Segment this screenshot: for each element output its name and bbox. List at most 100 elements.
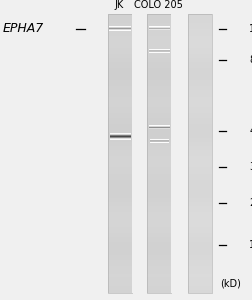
Bar xyxy=(187,232,211,234)
Bar xyxy=(147,200,171,202)
Bar xyxy=(108,281,132,283)
Bar xyxy=(187,115,211,117)
Bar xyxy=(147,30,171,31)
Bar xyxy=(108,97,132,99)
Bar xyxy=(147,174,171,175)
Bar xyxy=(187,18,211,19)
Bar xyxy=(108,34,132,36)
Bar xyxy=(187,37,211,39)
Bar xyxy=(187,106,211,107)
Bar xyxy=(147,238,171,239)
Bar xyxy=(108,147,132,149)
Bar xyxy=(187,244,211,245)
Bar xyxy=(147,44,171,46)
Bar xyxy=(108,265,132,266)
Bar xyxy=(108,36,132,37)
Bar xyxy=(108,39,132,40)
Bar xyxy=(187,227,211,228)
Bar xyxy=(108,136,132,138)
Bar xyxy=(108,80,132,82)
Bar xyxy=(108,206,132,207)
Bar xyxy=(108,131,132,132)
Bar xyxy=(187,149,211,150)
Bar xyxy=(108,259,132,260)
Bar xyxy=(147,177,171,178)
Bar xyxy=(108,205,132,206)
Bar xyxy=(187,111,211,112)
Bar xyxy=(147,166,171,167)
Bar xyxy=(187,161,211,163)
Bar xyxy=(187,214,211,216)
Bar xyxy=(108,111,132,112)
Bar xyxy=(108,224,132,226)
Bar xyxy=(147,181,171,182)
Bar xyxy=(187,142,211,143)
Bar xyxy=(108,238,132,239)
Bar xyxy=(147,280,171,281)
Bar xyxy=(108,20,132,22)
Bar xyxy=(108,283,132,284)
Bar xyxy=(147,64,171,65)
Bar xyxy=(108,221,132,223)
Bar xyxy=(147,57,171,58)
Bar xyxy=(108,140,132,142)
Bar xyxy=(108,209,132,210)
Bar xyxy=(108,76,132,78)
Bar xyxy=(147,69,171,71)
Bar xyxy=(147,277,171,278)
Bar xyxy=(108,85,132,86)
Bar xyxy=(187,26,211,27)
Bar xyxy=(187,15,211,16)
Bar xyxy=(187,79,211,80)
Bar xyxy=(147,93,171,94)
Bar xyxy=(147,106,171,107)
Bar xyxy=(108,117,132,118)
Bar xyxy=(147,78,171,79)
Bar xyxy=(108,277,132,278)
Bar xyxy=(187,200,211,202)
Bar xyxy=(108,23,132,25)
Bar xyxy=(147,209,171,210)
Bar xyxy=(108,43,132,44)
Bar xyxy=(108,79,132,80)
Bar xyxy=(108,44,132,46)
Bar xyxy=(187,239,211,241)
Bar xyxy=(108,52,132,54)
Bar xyxy=(108,219,132,220)
Bar xyxy=(187,85,211,86)
Bar xyxy=(187,198,211,199)
Bar xyxy=(187,143,211,145)
Bar xyxy=(108,278,132,280)
Bar xyxy=(147,153,171,154)
Bar xyxy=(108,192,132,194)
Bar xyxy=(108,14,132,15)
Bar xyxy=(108,37,132,39)
Bar xyxy=(147,265,171,266)
Bar xyxy=(108,288,132,290)
Bar xyxy=(147,274,171,276)
Bar xyxy=(147,41,171,43)
Bar xyxy=(147,20,171,22)
Bar xyxy=(187,110,211,111)
Bar xyxy=(108,96,132,97)
Bar xyxy=(108,94,132,96)
Bar xyxy=(147,55,171,57)
Bar xyxy=(108,108,132,110)
Bar xyxy=(108,64,132,65)
Bar xyxy=(108,214,132,216)
Bar xyxy=(147,220,171,221)
Bar xyxy=(108,40,132,41)
Bar xyxy=(108,241,132,242)
Bar xyxy=(147,191,171,192)
Bar xyxy=(147,172,171,174)
Bar xyxy=(108,249,132,251)
Bar xyxy=(108,57,132,58)
Bar xyxy=(187,118,211,119)
Bar xyxy=(108,93,132,94)
Bar xyxy=(187,33,211,34)
Bar xyxy=(187,283,211,284)
Bar xyxy=(187,65,211,67)
Bar xyxy=(147,273,171,274)
Bar xyxy=(187,16,211,18)
Bar xyxy=(147,276,171,277)
